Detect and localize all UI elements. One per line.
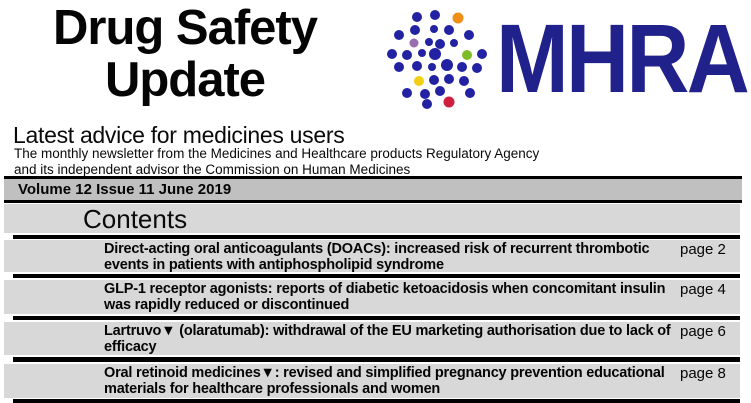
newsletter-title-line1: Drug Safety <box>52 1 318 55</box>
issue-bar: Volume 12 Issue 11 June 2019 <box>4 179 742 200</box>
toc-item-page-ref: page 8 <box>680 365 726 382</box>
strapline-subtext: The monthly newsletter from the Medicine… <box>14 146 714 177</box>
divider-above-issue-bar <box>4 176 742 179</box>
divider-below-contents-heading <box>13 235 740 239</box>
toc-item-title: Direct-acting oral anticoagulants (DOACs… <box>104 241 650 273</box>
toc-item-page-ref: page 2 <box>680 241 726 258</box>
toc-item-page-ref: page 4 <box>680 281 726 298</box>
toc-item-doacs[interactable]: Direct-acting oral anticoagulants (DOACs… <box>4 240 740 272</box>
toc-divider <box>13 316 740 320</box>
toc-divider <box>13 357 740 362</box>
toc-item-title: Lartruvo▼ (olaratumab): withdrawal of th… <box>104 323 671 355</box>
strapline-subtext-line2: and its independent advisor the Commissi… <box>14 161 411 177</box>
divider-below-issue-bar <box>4 200 742 203</box>
toc-item-lartruvo[interactable]: Lartruvo▼ (olaratumab): withdrawal of th… <box>4 322 740 355</box>
toc-divider <box>13 274 740 278</box>
toc-item-glp1[interactable]: GLP-1 receptor agonists: reports of diab… <box>4 280 740 314</box>
toc-divider <box>13 399 740 403</box>
toc-item-page-ref: page 6 <box>680 323 726 340</box>
mhra-dots-logo-icon <box>387 10 487 109</box>
newsletter-title: Drug Safety Update <box>18 2 352 106</box>
strapline-subtext-line1: The monthly newsletter from the Medicine… <box>14 146 540 161</box>
toc-item-oral-retinoids[interactable]: Oral retinoid medicines▼: revised and si… <box>4 364 740 398</box>
toc-item-title: Oral retinoid medicines▼: revised and si… <box>104 365 665 397</box>
contents-heading: Contents <box>4 204 740 234</box>
strapline-heading: Latest advice for medicines users <box>13 122 345 148</box>
newsletter-title-line2: Update <box>104 53 266 107</box>
mhra-logo-wordmark: MHRA <box>496 4 750 113</box>
toc-item-title: GLP-1 receptor agonists: reports of diab… <box>104 281 666 313</box>
